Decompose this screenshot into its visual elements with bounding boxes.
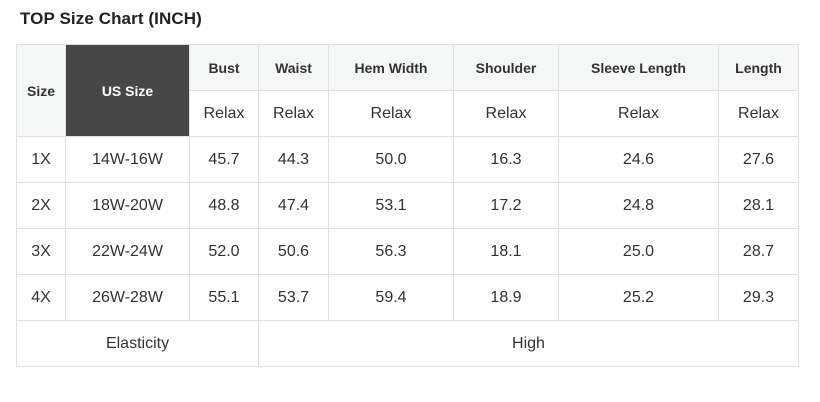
elasticity-value: High [258,320,799,367]
table-row-4x: 4X 26W-28W 55.1 53.7 59.4 18.9 25.2 29.3 [16,274,799,321]
hem-width-value: 59.4 [328,274,454,321]
subheader-hem-width-relax: Relax [328,90,454,137]
table-row-1x: 1X 14W-16W 45.7 44.3 50.0 16.3 24.6 27.6 [16,136,799,183]
column-header-hem-width: Hem Width [328,44,454,91]
elasticity-label: Elasticity [16,320,259,367]
column-header-bust: Bust [189,44,259,91]
us-size-value: 22W-24W [65,228,190,275]
waist-value: 47.4 [258,182,329,229]
table-row-3x: 3X 22W-24W 52.0 50.6 56.3 18.1 25.0 28.7 [16,228,799,275]
shoulder-value: 18.9 [453,274,559,321]
shoulder-value: 16.3 [453,136,559,183]
hem-width-value: 56.3 [328,228,454,275]
sleeve-length-value: 25.2 [558,274,719,321]
us-size-value: 14W-16W [65,136,190,183]
bust-value: 55.1 [189,274,259,321]
column-header-length: Length [718,44,799,91]
column-header-shoulder: Shoulder [453,44,559,91]
waist-value: 53.7 [258,274,329,321]
chart-title: TOP Size Chart (INCH) [20,9,202,28]
sleeve-length-value: 25.0 [558,228,719,275]
size-value: 2X [16,182,66,229]
length-value: 29.3 [718,274,799,321]
elasticity-row: Elasticity High [16,320,799,367]
us-size-column-header: US Size [65,44,190,137]
size-column-header: Size [16,44,66,137]
table-row-2x: 2X 18W-20W 48.8 47.4 53.1 17.2 24.8 28.1 [16,182,799,229]
subheader-length-relax: Relax [718,90,799,137]
bust-value: 52.0 [189,228,259,275]
header-row-measures: Size US Size Bust Waist Hem Width Should… [16,44,799,137]
waist-value: 44.3 [258,136,329,183]
waist-value: 50.6 [258,228,329,275]
subheader-shoulder-relax: Relax [453,90,559,137]
column-header-sleeve-length: Sleeve Length [558,44,719,91]
subheader-bust-relax: Relax [189,90,259,137]
column-header-waist: Waist [258,44,329,91]
shoulder-value: 17.2 [453,182,559,229]
sleeve-length-value: 24.6 [558,136,719,183]
us-size-value: 18W-20W [65,182,190,229]
hem-width-value: 53.1 [328,182,454,229]
sleeve-length-value: 24.8 [558,182,719,229]
bust-value: 48.8 [189,182,259,229]
length-value: 28.1 [718,182,799,229]
size-value: 1X [16,136,66,183]
length-value: 28.7 [718,228,799,275]
size-value: 3X [16,228,66,275]
us-size-value: 26W-28W [65,274,190,321]
subheader-waist-relax: Relax [258,90,329,137]
hem-width-value: 50.0 [328,136,454,183]
length-value: 27.6 [718,136,799,183]
bust-value: 45.7 [189,136,259,183]
size-value: 4X [16,274,66,321]
size-chart-table: Size US Size Bust Waist Hem Width Should… [16,44,799,367]
shoulder-value: 18.1 [453,228,559,275]
subheader-sleeve-length-relax: Relax [558,90,719,137]
header-row-fit-type: Relax Relax Relax Relax Relax Relax [17,90,799,137]
